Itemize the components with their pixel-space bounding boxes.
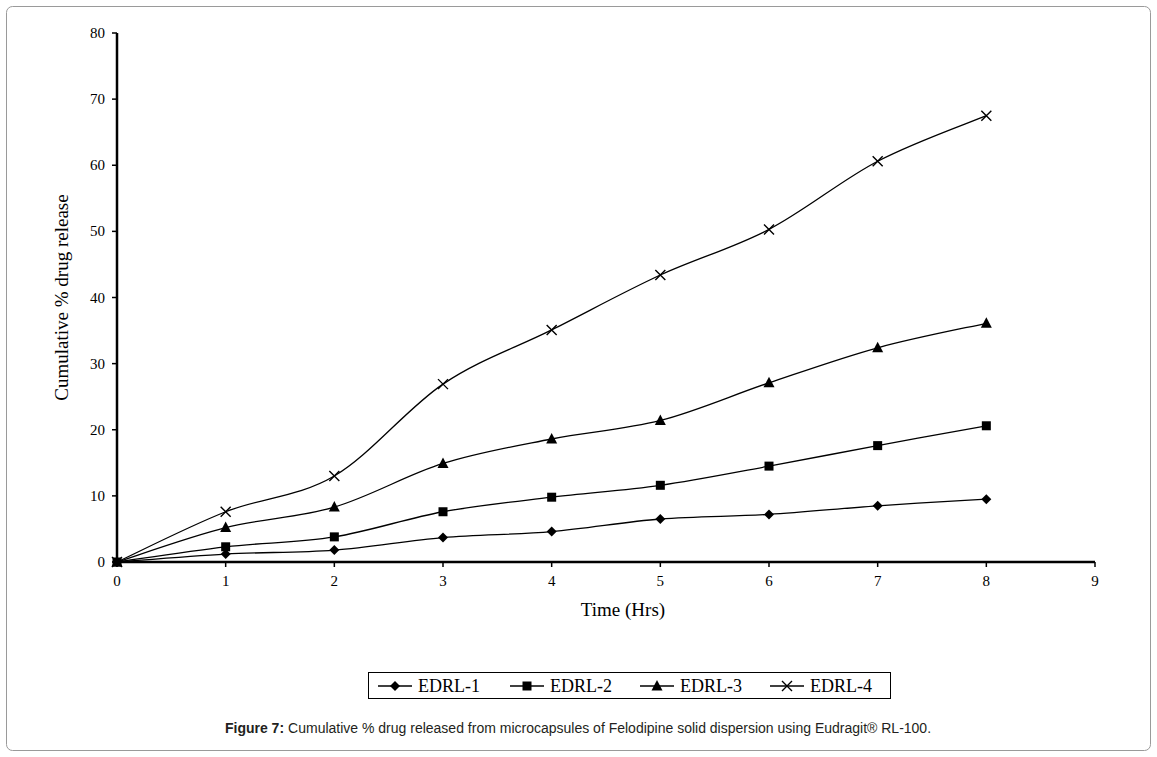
- data-point: [438, 533, 448, 543]
- series-line: [117, 499, 986, 562]
- data-point: [221, 542, 230, 551]
- x-tick-label: 8: [983, 573, 991, 589]
- series-line: [117, 426, 986, 562]
- legend-label: EDRL-2: [550, 676, 612, 696]
- legend-box: [369, 673, 891, 699]
- x-axis-line: [117, 561, 1095, 564]
- legend-marker: [523, 682, 532, 691]
- x-tick-label: 7: [874, 573, 882, 589]
- data-point: [112, 557, 122, 567]
- caption-text: Cumulative % drug released from microcap…: [288, 720, 931, 736]
- data-point: [655, 270, 665, 280]
- legend-marker: [652, 680, 663, 691]
- data-point: [655, 514, 665, 524]
- y-tick-label: 30: [90, 356, 105, 372]
- x-axis-label: Time (Hrs): [581, 599, 665, 621]
- data-point: [546, 433, 557, 444]
- data-point: [112, 556, 123, 567]
- figure-frame: [7, 7, 1151, 751]
- y-tick-label: 50: [90, 223, 105, 239]
- data-point: [438, 457, 449, 468]
- x-tick-label: 6: [765, 573, 773, 589]
- data-point: [220, 522, 231, 533]
- y-tick-label: 40: [90, 290, 105, 306]
- data-point: [873, 156, 883, 166]
- x-tick-label: 5: [657, 573, 665, 589]
- x-tick-label: 1: [222, 573, 230, 589]
- data-point: [547, 527, 557, 537]
- x-tick-label: 2: [331, 573, 339, 589]
- data-point: [981, 111, 991, 121]
- data-point: [438, 379, 448, 389]
- series-line: [117, 116, 986, 562]
- chart: 0 10 20 30 40 50 60 70 80 0 1 2 3 4 5 6 7 8 9 Time (Hrs) Cum…: [0, 0, 1157, 757]
- data-point: [439, 507, 448, 516]
- data-point: [655, 414, 666, 425]
- data-point: [982, 421, 991, 430]
- data-point: [329, 501, 340, 512]
- y-tick-label: 10: [90, 488, 105, 504]
- data-point: [981, 494, 991, 504]
- data-point: [764, 224, 774, 234]
- caption: Figure 7:Cumulative % drug released from…: [225, 720, 931, 736]
- legend-label: EDRL-1: [418, 676, 480, 696]
- legend-label: EDRL-3: [680, 676, 742, 696]
- data-point: [547, 325, 557, 335]
- data-point: [873, 441, 882, 450]
- data-point: [112, 557, 122, 567]
- y-axis-line: [116, 33, 119, 562]
- y-tick-label: 70: [90, 91, 105, 107]
- y-tick-label: 80: [90, 25, 105, 41]
- legend-marker: [390, 681, 400, 691]
- data-point: [329, 545, 339, 555]
- x-tick-label: 0: [113, 573, 121, 589]
- plot-area: [112, 111, 992, 567]
- y-tick-label: 0: [98, 554, 106, 570]
- data-point: [221, 507, 231, 517]
- x-tick-label: 4: [548, 573, 556, 589]
- data-point: [765, 462, 774, 471]
- data-point: [547, 493, 556, 502]
- data-point: [873, 501, 883, 511]
- data-point: [656, 481, 665, 490]
- y-axis-label: Cumulative % drug release: [51, 194, 72, 400]
- x-tick-label: 9: [1091, 573, 1099, 589]
- data-point: [764, 377, 775, 388]
- data-point: [329, 471, 339, 481]
- data-point: [764, 509, 774, 519]
- y-tick-label: 60: [90, 157, 105, 173]
- data-point: [981, 317, 992, 328]
- legend-label: EDRL-4: [810, 676, 872, 696]
- series-line: [117, 323, 986, 562]
- caption-label: Figure 7:: [225, 720, 284, 736]
- legend-marker: [782, 681, 792, 691]
- data-point: [872, 342, 883, 353]
- data-point: [330, 532, 339, 541]
- legend: EDRL-1 EDRL-2 EDRL-3 EDRL-4: [369, 673, 891, 699]
- x-tick-label: 3: [439, 573, 447, 589]
- y-tick-label: 20: [90, 422, 105, 438]
